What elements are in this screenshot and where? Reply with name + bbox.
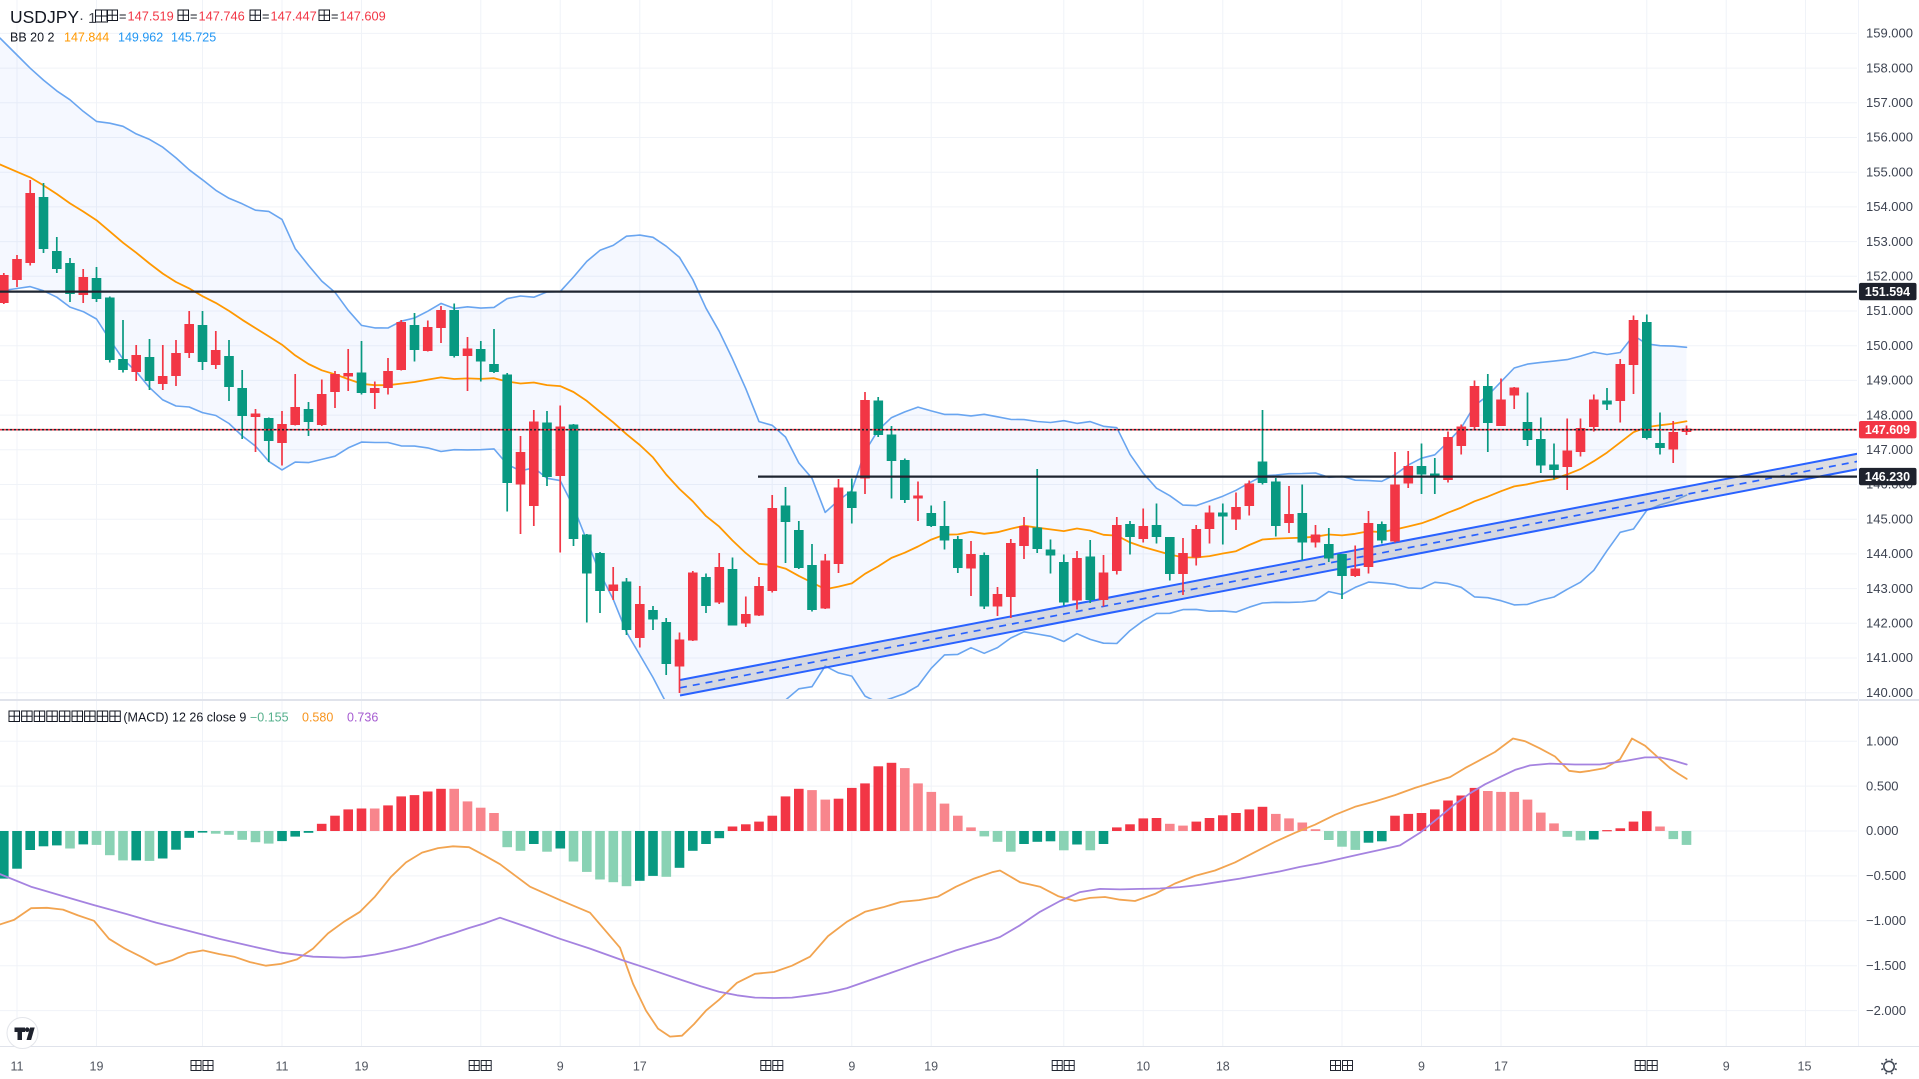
svg-text:0.736: 0.736 xyxy=(347,711,378,725)
svg-text:152.000: 152.000 xyxy=(1866,269,1913,284)
svg-text:17: 17 xyxy=(1494,1060,1508,1074)
svg-text:=: = xyxy=(190,9,197,24)
svg-text:9: 9 xyxy=(1418,1060,1425,1074)
svg-text:11: 11 xyxy=(11,1060,24,1074)
svg-text:USDJPY: USDJPY xyxy=(10,7,79,27)
svg-text:−1.000: −1.000 xyxy=(1866,913,1906,928)
svg-text:15: 15 xyxy=(1798,1060,1812,1074)
svg-text:10: 10 xyxy=(1136,1060,1150,1074)
svg-text:149.962: 149.962 xyxy=(118,31,163,45)
svg-text:159.000: 159.000 xyxy=(1866,26,1913,41)
svg-text:156.000: 156.000 xyxy=(1866,130,1913,145)
svg-text:146.230: 146.230 xyxy=(1865,470,1910,484)
svg-text:145.725: 145.725 xyxy=(171,31,216,45)
svg-text:147.609: 147.609 xyxy=(340,9,386,24)
svg-text:145.000: 145.000 xyxy=(1866,511,1913,526)
svg-text:147.519: 147.519 xyxy=(128,9,174,24)
svg-text:140.000: 140.000 xyxy=(1866,685,1913,700)
svg-text:9: 9 xyxy=(1723,1060,1730,1074)
svg-text:144.000: 144.000 xyxy=(1866,546,1913,561)
svg-text:−0.155: −0.155 xyxy=(250,711,289,725)
svg-text:157.000: 157.000 xyxy=(1866,95,1913,110)
svg-text:147.609: 147.609 xyxy=(1865,423,1910,437)
svg-text:151.000: 151.000 xyxy=(1866,303,1913,318)
svg-text:19: 19 xyxy=(924,1060,938,1074)
svg-text:=: = xyxy=(331,9,338,24)
svg-text:9: 9 xyxy=(557,1060,564,1074)
svg-text:0.000: 0.000 xyxy=(1866,823,1899,838)
svg-text:(MACD) 12 26 close 9: (MACD) 12 26 close 9 xyxy=(123,711,246,725)
svg-text:0.500: 0.500 xyxy=(1866,778,1899,793)
svg-text:18: 18 xyxy=(1216,1060,1230,1074)
svg-text:19: 19 xyxy=(355,1060,369,1074)
svg-text:143.000: 143.000 xyxy=(1866,581,1913,596)
svg-text:158.000: 158.000 xyxy=(1866,60,1913,75)
svg-text:−1.500: −1.500 xyxy=(1866,958,1906,973)
svg-text:147.000: 147.000 xyxy=(1866,442,1913,457)
svg-text:149.000: 149.000 xyxy=(1866,373,1913,388)
svg-text:BB 20 2: BB 20 2 xyxy=(10,31,55,45)
svg-text:19: 19 xyxy=(90,1060,104,1074)
svg-text:147.447: 147.447 xyxy=(271,9,317,24)
svg-text:−0.500: −0.500 xyxy=(1866,868,1906,883)
svg-text:150.000: 150.000 xyxy=(1866,338,1913,353)
svg-text:1.000: 1.000 xyxy=(1866,733,1899,748)
svg-text:153.000: 153.000 xyxy=(1866,234,1913,249)
svg-text:17: 17 xyxy=(633,1060,647,1074)
svg-text:148.000: 148.000 xyxy=(1866,407,1913,422)
svg-text:147.844: 147.844 xyxy=(64,31,109,45)
svg-text:155.000: 155.000 xyxy=(1866,164,1913,179)
svg-text:11: 11 xyxy=(276,1060,289,1074)
svg-text:9: 9 xyxy=(848,1060,855,1074)
svg-text:0.580: 0.580 xyxy=(302,711,333,725)
svg-text:=: = xyxy=(119,9,126,24)
svg-text:141.000: 141.000 xyxy=(1866,650,1913,665)
svg-text:154.000: 154.000 xyxy=(1866,199,1913,214)
svg-text:147.746: 147.746 xyxy=(199,9,245,24)
svg-text:142.000: 142.000 xyxy=(1866,616,1913,631)
svg-text:· 1: · 1 xyxy=(79,10,97,27)
svg-text:−2.000: −2.000 xyxy=(1866,1003,1906,1018)
svg-text:151.594: 151.594 xyxy=(1865,285,1910,299)
svg-text:=: = xyxy=(262,9,269,24)
